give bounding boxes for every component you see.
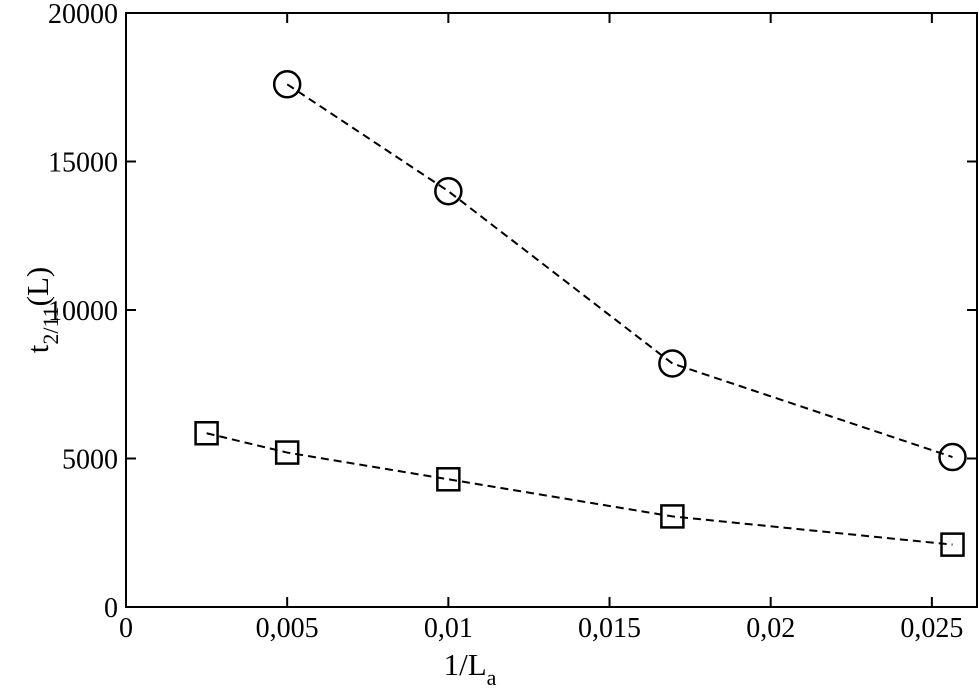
square-marker <box>940 532 965 557</box>
square-marker <box>436 467 461 492</box>
y-label-sub: 2/11 <box>38 306 63 344</box>
x-tick-label: 0,015 <box>578 613 641 644</box>
y-tick-label: 10000 <box>48 296 118 327</box>
square-marker <box>274 440 300 465</box>
x-tick-label: 0,005 <box>256 613 319 644</box>
y-label-tail: (L) <box>20 267 55 307</box>
circle-marker <box>938 442 967 472</box>
x-tick-label: 0,01 <box>424 613 473 644</box>
x-axis-label: 1/La <box>444 647 497 690</box>
y-label-base: t <box>20 344 55 353</box>
x-tick-label: 0 <box>119 613 133 644</box>
y-axis-label: t2/11(L) <box>20 267 63 354</box>
series-line <box>206 432 953 546</box>
plot-frame <box>125 12 978 608</box>
circle-marker <box>658 349 687 378</box>
circle-marker <box>272 70 302 99</box>
y-tick-label: 15000 <box>48 148 118 179</box>
y-tick-label: 0 <box>104 593 118 624</box>
x-tick-label: 0,02 <box>746 613 795 644</box>
y-tick-label: 20000 <box>48 0 118 30</box>
square-marker <box>194 421 219 446</box>
x-tick-label: 0,025 <box>900 613 963 644</box>
x-label-base: 1/L <box>444 647 487 682</box>
circle-marker <box>434 176 463 206</box>
square-marker <box>660 504 685 529</box>
y-tick-label: 5000 <box>62 445 118 476</box>
series-line <box>286 83 953 458</box>
x-label-sub: a <box>487 665 497 690</box>
